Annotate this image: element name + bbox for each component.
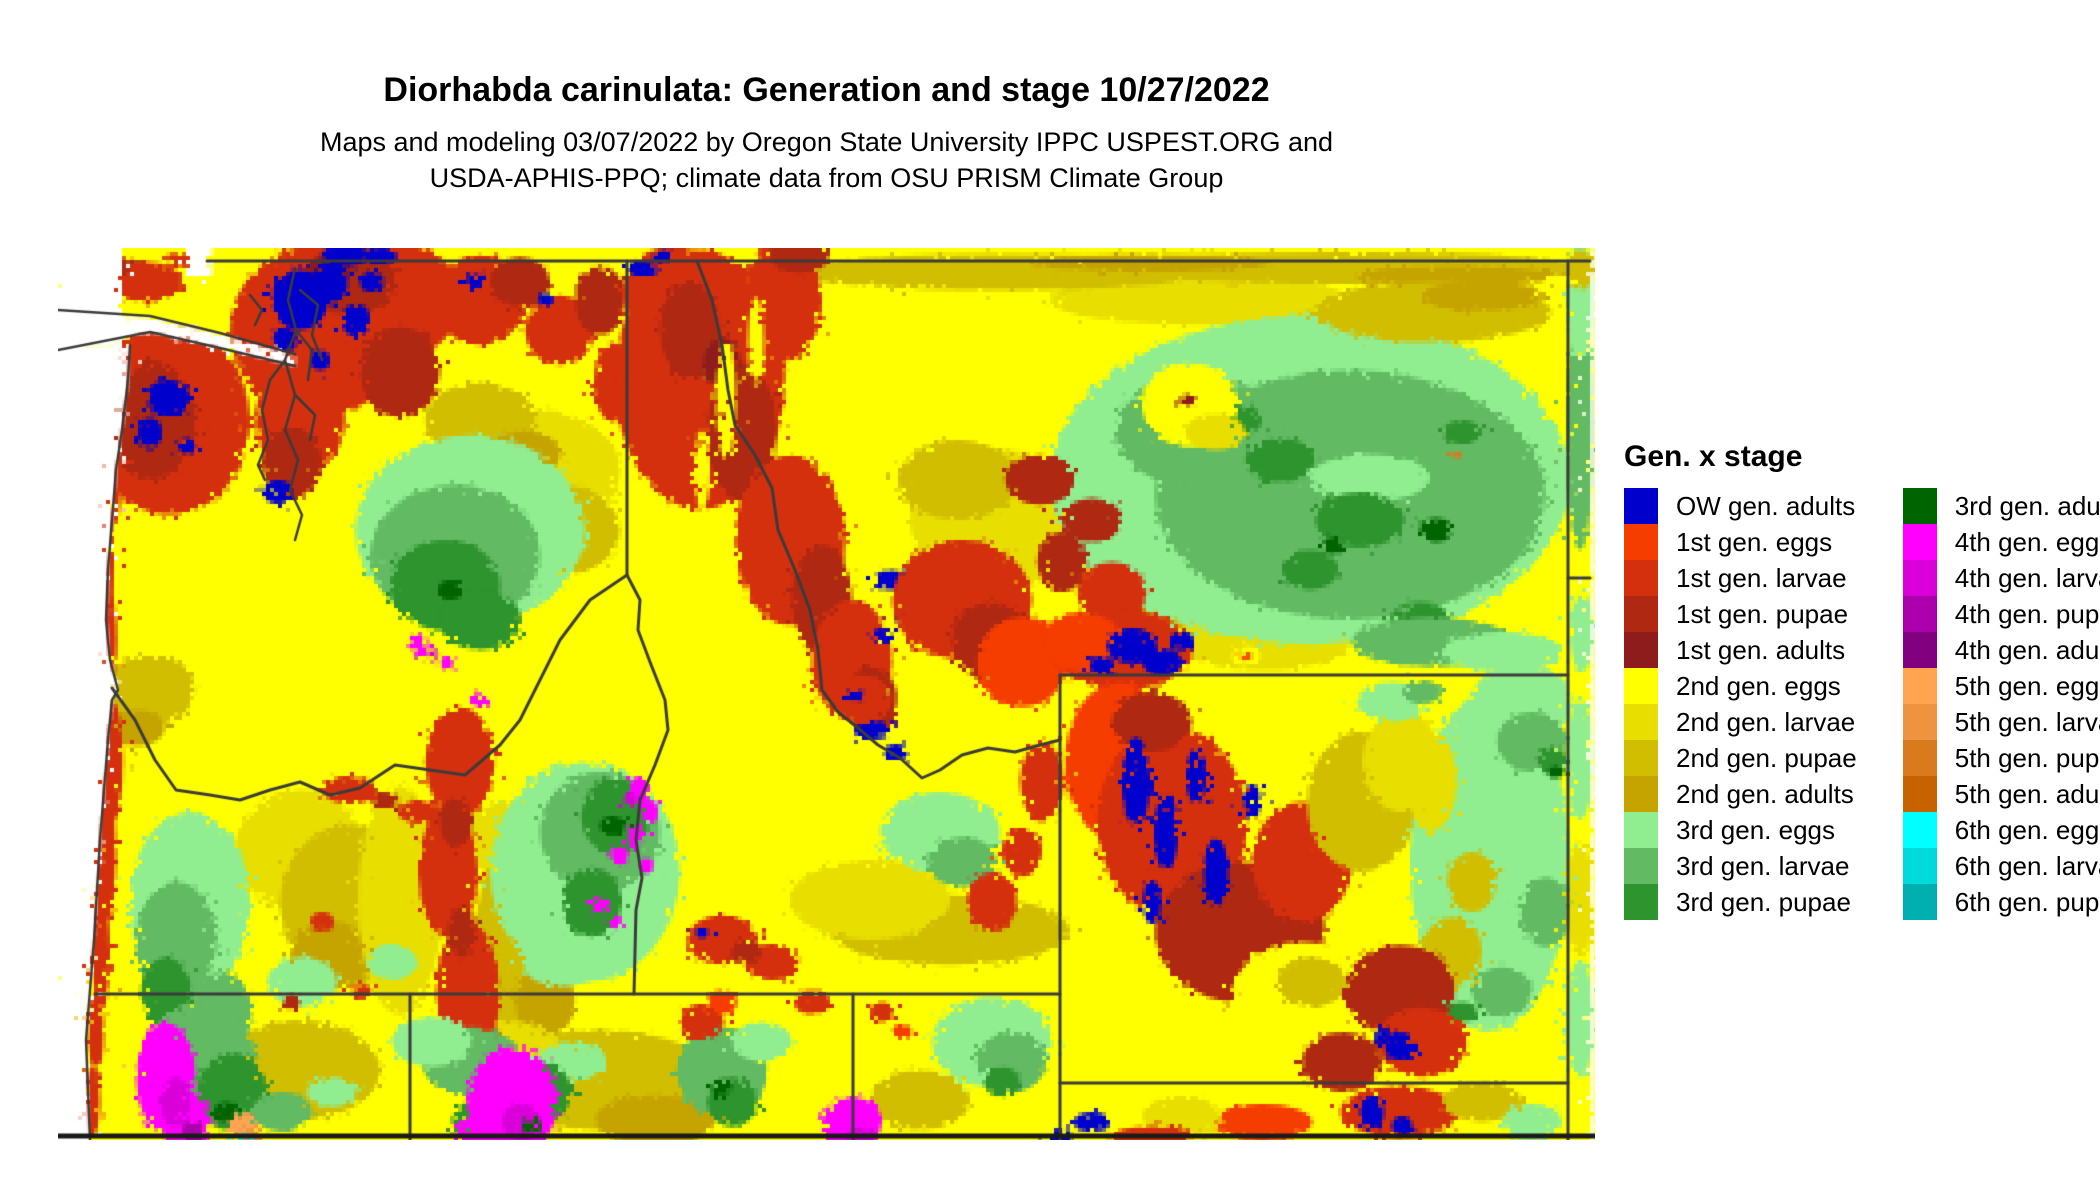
legend-label: 5th gen. adults: [1954, 778, 2100, 809]
legend-row: 2nd gen. larvae: [1624, 704, 1857, 740]
legend-row: 2nd gen. adults: [1624, 776, 1857, 812]
legend-label: 1st gen. larvae: [1676, 562, 1847, 593]
legend-swatch-l4: [1902, 560, 1937, 596]
legend-swatch-e5: [1902, 668, 1937, 704]
legend-swatch-a2: [1624, 776, 1658, 812]
legend-swatch-ow: [1624, 488, 1658, 524]
legend-swatch-e2: [1624, 668, 1658, 704]
legend-label: 1st gen. eggs: [1676, 526, 1833, 557]
legend: Gen. x stage OW gen. adults 1st gen. eggs…: [1624, 440, 2100, 920]
subtitle-line-2: USDA-APHIS-PPQ; climate data from OSU PR…: [429, 163, 1224, 193]
legend-label: 2nd gen. larvae: [1676, 706, 1856, 737]
legend-row: 2nd gen. eggs: [1624, 668, 1857, 704]
legend-col-2: 3rd gen. adults 4th gen. eggs 4th gen. lar…: [1902, 488, 2100, 920]
legend-row: 5th gen. pupae: [1902, 740, 2100, 776]
legend-label: 3rd gen. adults: [1954, 490, 2100, 521]
legend-swatch-l3: [1624, 848, 1658, 884]
legend-row: 5th gen. eggs: [1902, 668, 2100, 704]
legend-row: 5th gen. adults: [1902, 776, 2100, 812]
legend-swatch-l1: [1624, 560, 1658, 596]
legend-row: 6th gen. larvae: [1902, 848, 2100, 884]
map-header: Diorhabda carinulata: Generation and sta…: [58, 70, 1595, 196]
legend-row: 1st gen. adults: [1624, 632, 1857, 668]
subtitle-line-1: Maps and modeling 03/07/2022 by Oregon S…: [319, 127, 1334, 157]
legend-label: 6th gen. larvae: [1954, 850, 2100, 881]
legend-label: 6th gen. pupae: [1954, 886, 2100, 917]
legend-swatch-p2: [1624, 740, 1658, 776]
legend-swatch-p1: [1624, 596, 1658, 632]
legend-swatch-p6: [1902, 884, 1937, 920]
legend-swatch-a5: [1902, 776, 1937, 812]
legend-label: 4th gen. adults: [1954, 634, 2100, 665]
legend-swatch-l6: [1902, 848, 1937, 884]
legend-label: 5th gen. pupae: [1954, 742, 2100, 773]
legend-label: OW gen. adults: [1676, 490, 1856, 521]
legend-row: 1st gen. larvae: [1624, 560, 1857, 596]
legend-row: 4th gen. eggs: [1902, 524, 2100, 560]
legend-label: 2nd gen. eggs: [1676, 670, 1841, 701]
legend-row: 3rd gen. pupae: [1624, 884, 1857, 920]
legend-row: 1st gen. pupae: [1624, 596, 1857, 632]
legend-row: 6th gen. pupae: [1902, 884, 2100, 920]
legend-col-1: OW gen. adults 1st gen. eggs 1st gen. larv…: [1624, 488, 1857, 920]
legend-label: 4th gen. eggs: [1954, 526, 2100, 557]
legend-columns: OW gen. adults 1st gen. eggs 1st gen. larv…: [1624, 488, 2100, 920]
legend-swatch-p4: [1902, 596, 1937, 632]
legend-row: 6th gen. eggs: [1902, 812, 2100, 848]
page-title: Diorhabda carinulata: Generation and sta…: [383, 71, 1270, 109]
legend-swatch-a4: [1902, 632, 1937, 668]
legend-label: 3rd gen. larvae: [1676, 850, 1850, 881]
legend-label: 6th gen. eggs: [1954, 814, 2100, 845]
legend-row: 4th gen. adults: [1902, 632, 2100, 668]
legend-swatch-a1: [1624, 632, 1658, 668]
legend-row: 4th gen. pupae: [1902, 596, 2100, 632]
legend-swatch-e6: [1902, 812, 1937, 848]
legend-row: 2nd gen. pupae: [1624, 740, 1857, 776]
legend-label: 4th gen. larvae: [1954, 562, 2100, 593]
legend-row: OW gen. adults: [1624, 488, 1857, 524]
legend-row: 4th gen. larvae: [1902, 560, 2100, 596]
map-subtitle: Maps and modeling 03/07/2022 by Oregon S…: [58, 124, 1595, 196]
legend-title: Gen. x stage: [1624, 440, 1803, 473]
legend-swatch-p5: [1902, 740, 1937, 776]
legend-row: 5th gen. larvae: [1902, 704, 2100, 740]
legend-swatch-a3: [1902, 488, 1937, 524]
legend-label: 5th gen. eggs: [1954, 670, 2100, 701]
phenology-map: [58, 248, 1595, 1140]
legend-swatch-e1: [1624, 524, 1658, 560]
legend-label: 1st gen. pupae: [1676, 598, 1849, 629]
legend-row: 3rd gen. eggs: [1624, 812, 1857, 848]
legend-label: 2nd gen. pupae: [1676, 742, 1857, 773]
legend-row: 1st gen. eggs: [1624, 524, 1857, 560]
legend-label: 1st gen. adults: [1676, 634, 1846, 665]
legend-label: 5th gen. larvae: [1954, 706, 2100, 737]
legend-label: 3rd gen. pupae: [1676, 886, 1851, 917]
legend-label: 3rd gen. eggs: [1676, 814, 1836, 845]
legend-row: 3rd gen. larvae: [1624, 848, 1857, 884]
legend-label: 4th gen. pupae: [1954, 598, 2100, 629]
legend-row: 3rd gen. adults: [1902, 488, 2100, 524]
legend-swatch-p3: [1624, 884, 1658, 920]
legend-swatch-e4: [1902, 524, 1937, 560]
legend-swatch-l5: [1902, 704, 1937, 740]
legend-swatch-e3: [1624, 812, 1658, 848]
map-borders-overlay: [58, 248, 1595, 1140]
legend-label: 2nd gen. adults: [1676, 778, 1854, 809]
legend-swatch-l2: [1624, 704, 1658, 740]
